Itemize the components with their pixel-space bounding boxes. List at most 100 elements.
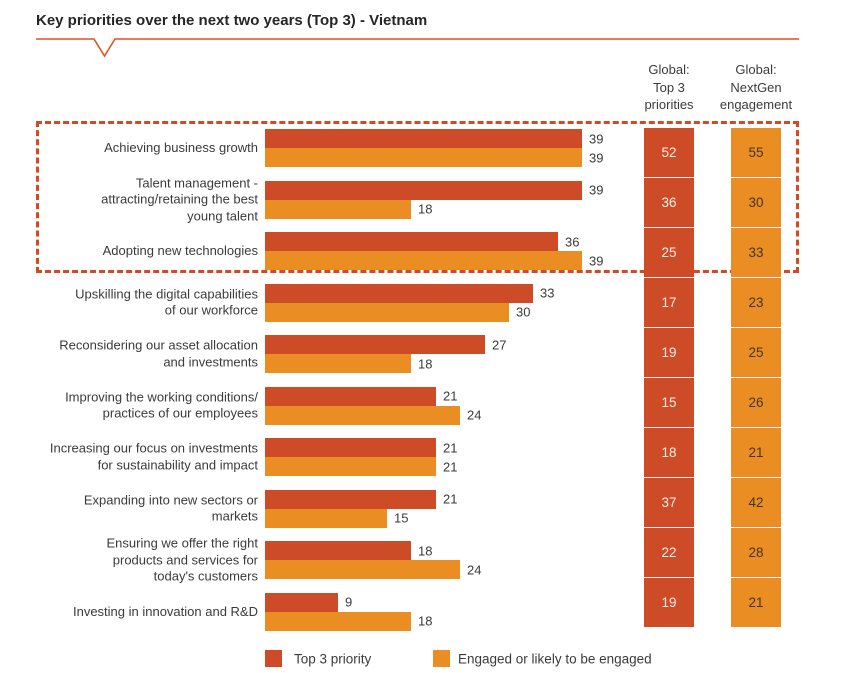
engaged-value: 18 <box>418 613 433 629</box>
top3-priority-bar <box>265 386 436 406</box>
row-category-label-line: and investments <box>163 354 258 369</box>
top3-priority-value: 39 <box>589 182 604 198</box>
row-category-label: Improving the working conditions/practic… <box>36 389 258 422</box>
engaged-legend-swatch <box>433 650 450 667</box>
engaged-value: 21 <box>443 459 458 474</box>
engaged-value: 39 <box>589 150 604 165</box>
row-category-label-line: Investing in innovation and R&D <box>72 603 258 619</box>
engaged-bar <box>265 457 436 476</box>
global-top3-cell: 19 <box>644 578 694 627</box>
top3-priority-bar <box>265 592 338 612</box>
engaged-value: 24 <box>467 562 482 577</box>
row-category-label: Talent management - attracting/retaining … <box>36 175 258 225</box>
top3-priority-bar <box>265 283 533 303</box>
engaged-bar <box>265 199 411 219</box>
top3-highlight-dashed-box <box>36 121 799 273</box>
global-nextgen-cell: 21 <box>731 578 781 627</box>
global-nextgen-cell: 33 <box>731 228 781 277</box>
row-category-label-line: Adopting new technologies <box>102 242 258 258</box>
top3-priority-bar <box>265 180 582 200</box>
row-category-label-line: Expanding into new sectors or <box>83 492 258 507</box>
global-nextgen-cell: 28 <box>731 528 781 577</box>
row-category-label-line: attracting/retaining the best <box>101 191 258 207</box>
global-top3-column-header: Global: Top 3 priorities <box>614 61 724 114</box>
global-nextgen-cell: 55 <box>731 128 781 177</box>
engaged-value: 24 <box>467 407 482 423</box>
global-nextgen-cell: 26 <box>731 378 781 427</box>
row-category-label: Reconsidering our asset allocation and in… <box>36 338 258 371</box>
row-category-label-line: today's customers <box>153 568 258 584</box>
global-top3-cell: 52 <box>644 128 694 177</box>
global-top3-cell: 15 <box>644 378 694 427</box>
engaged-bar <box>265 611 411 631</box>
engaged-value: 18 <box>418 356 433 371</box>
top3-priority-value: 33 <box>540 285 555 301</box>
row-category-label: Increasing our focus on investments for s… <box>36 441 258 474</box>
top3-priority-value: 18 <box>418 543 433 558</box>
row-category-label-line: practices of our employees <box>102 405 258 421</box>
row-category-label: Expanding into new sectors or markets <box>36 492 258 525</box>
row-category-label-line: Ensuring we offer the right <box>106 535 258 551</box>
row-category-label-line: Improving the working conditions/ <box>65 389 258 404</box>
title-accent-rule <box>36 38 799 58</box>
engaged-bar <box>265 354 411 373</box>
top3-priority-legend-label: Top 3 priority <box>294 651 372 667</box>
page-title: Key priorities over the next two years (… <box>36 12 428 29</box>
row-category-label: Adopting new technologies <box>36 243 258 260</box>
row-category-label-line: Achieving business growth <box>104 139 258 155</box>
engaged-bar <box>265 508 387 528</box>
engaged-legend-label: Engaged or likely to be engaged <box>458 651 652 667</box>
top3-priority-bar <box>265 489 436 509</box>
global-top3-cell: 18 <box>644 428 694 477</box>
top3-priority-value: 36 <box>565 234 580 249</box>
global-nextgen-cell: 25 <box>731 328 781 377</box>
top3-priority-legend-swatch <box>265 650 282 667</box>
top3-priority-value: 21 <box>443 388 458 404</box>
global-top3-cell: 17 <box>644 278 694 327</box>
top3-priority-value: 39 <box>589 131 604 146</box>
engaged-bar <box>265 251 582 270</box>
engaged-value: 39 <box>589 253 604 268</box>
row-category-label: Investing in innovation and R&D <box>36 603 258 620</box>
global-nextgen-cell: 23 <box>731 278 781 327</box>
row-category-label-line: Upskilling the digital capabilities <box>75 286 258 301</box>
top3-priority-bar <box>265 335 485 354</box>
engaged-value: 30 <box>516 304 531 320</box>
row-category-label-line: of our workforce <box>164 302 258 318</box>
global-top3-cell: 36 <box>644 178 694 227</box>
global-top3-cell: 22 <box>644 528 694 577</box>
global-nextgen-column-header: Global: NextGen engagement <box>701 61 811 114</box>
global-nextgen-cell: 42 <box>731 478 781 527</box>
engaged-bar <box>265 302 509 322</box>
engaged-value: 18 <box>418 201 433 217</box>
row-category-label-line: markets <box>211 508 258 524</box>
row-category-label-line: for sustainability and impact <box>97 457 258 472</box>
row-category-label-line: young talent <box>187 207 258 223</box>
row-category-label: Achieving business growth <box>36 140 258 157</box>
row-category-label-line: products and services for <box>112 551 258 567</box>
global-nextgen-cell: 21 <box>731 428 781 477</box>
row-category-label-line: Reconsidering our asset allocation <box>59 337 258 353</box>
global-top3-header-line: Top 3 <box>653 79 685 95</box>
global-top3-header-line: priorities <box>644 97 694 112</box>
global-top3-header-line: Global: <box>648 62 690 77</box>
row-category-label-line: Increasing our focus on investments <box>49 440 258 456</box>
engaged-value: 15 <box>394 510 409 526</box>
row-category-label: Upskilling the digital capabilities of ou… <box>36 286 258 319</box>
engaged-bar <box>265 560 460 579</box>
top3-priority-bar <box>265 129 582 148</box>
global-top3-cell: 25 <box>644 228 694 277</box>
top3-priority-value: 21 <box>443 491 458 507</box>
global-top3-cell: 37 <box>644 478 694 527</box>
row-category-label-line: Talent management - <box>135 174 258 190</box>
global-nextgen-header-line: Global: <box>735 62 777 77</box>
global-nextgen-header-line: engagement <box>719 97 793 112</box>
global-nextgen-header-line: NextGen <box>730 79 782 95</box>
engaged-bar <box>265 148 582 167</box>
top3-priority-bar <box>265 541 411 560</box>
top3-priority-bar <box>265 232 558 251</box>
top3-priority-value: 9 <box>345 594 353 610</box>
top3-priority-value: 21 <box>443 440 458 455</box>
top3-priority-value: 27 <box>492 337 507 352</box>
